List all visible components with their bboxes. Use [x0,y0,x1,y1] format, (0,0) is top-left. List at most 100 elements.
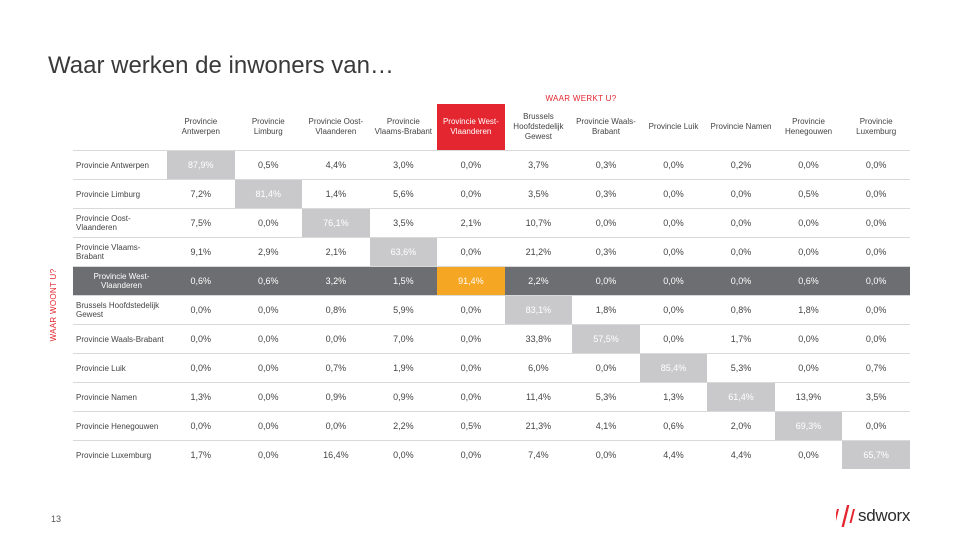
table-cell: 0,5% [234,150,303,180]
table-cell: 0,0% [437,440,505,469]
column-header: Provincie Namen [710,122,772,131]
table-cell: 0,0% [842,411,910,441]
table-cell: 1,3% [167,382,235,412]
column-header: Provincie Oost-Vlaanderen [308,117,364,136]
table-row: Provincie Oost-Vlaanderen 7,5% 0,0% 76,1% 3,… [73,208,910,238]
table-cell: 0,0% [842,237,910,267]
column-header: Provincie Vlaams-Brabant [374,117,433,136]
table-cell: 4,4% [302,150,370,180]
table-cell: 4,4% [639,440,708,469]
table-cell: 2,0% [707,411,775,441]
table-cell: 7,4% [504,440,573,469]
table-cell: 0,0% [639,179,708,209]
table-row: Provincie Antwerpen 87,9% 0,5% 4,4% 3,0% 0,0%… [73,150,910,180]
table-cell: 0,0% [572,208,640,238]
table-cell: 0,0% [842,208,910,238]
column-header: Provincie Waals-Brabant [576,117,636,136]
table-cell: 0,0% [572,440,640,469]
row-label: Provincie Luxemburg [73,440,167,469]
commute-matrix-table: Provincie Antwerpen Provincie Limburg Prov… [73,104,910,469]
table-cell: 0,0% [639,295,708,325]
table-cell: 3,0% [369,150,438,180]
table-cell: 4,4% [707,440,775,469]
table-cell: 7,2% [167,179,235,209]
table-cell: 0,0% [234,411,303,441]
table-cell: 0,0% [774,353,843,383]
table-cell: 0,6% [234,266,303,296]
table-cell: 5,3% [707,353,775,383]
table-cell: 6,0% [504,353,573,383]
table-row: Provincie Luxemburg 1,7% 0,0% 16,4% 0,0% 0,0%… [73,440,910,469]
table-row: Provincie Waals-Brabant 0,0% 0,0% 0,0% 7,0% 0… [73,324,910,354]
table-cell: 0,0% [369,440,438,469]
corner-cell [73,104,167,151]
table-row: Provincie Namen 1,3% 0,0% 0,9% 0,9% 0,0% 11,4%… [73,382,910,412]
table-cell: 0,2% [707,150,775,180]
table-cell: 3,5% [842,382,910,412]
table-cell: 0,6% [167,266,235,296]
table-cell: 0,0% [437,295,505,325]
table-cell: 10,7% [504,208,573,238]
table-cell: 5,6% [369,179,438,209]
table-cell: 61,4% [707,382,775,412]
table-cell: 13,9% [774,382,843,412]
table-cell: 0,0% [167,324,235,354]
table-cell: 3,2% [302,266,370,296]
column-header: Brussels Hoofdstedelijk Gewest [513,112,564,141]
table-cell: 0,0% [437,353,505,383]
table-cell: 0,8% [302,295,370,325]
table-cell: 69,3% [774,411,843,441]
table-cell: 0,0% [167,295,235,325]
table-cell: 1,4% [302,179,370,209]
table-cell: 2,2% [504,266,573,296]
table-cell: 0,0% [707,266,775,296]
table-cell: 1,7% [167,440,235,469]
table-cell: 63,6% [369,237,438,267]
row-label: Provincie Namen [73,382,167,412]
table-cell: 0,7% [842,353,910,383]
table-row: Provincie Luik 0,0% 0,0% 0,7% 1,9% 0,0% 6,0% 0,… [73,353,910,383]
table-cell: 0,0% [639,237,708,267]
sdworx-logo: sdworx [836,505,910,527]
column-header: Provincie West-Vlaanderen [437,104,505,151]
table-cell: 0,8% [707,295,775,325]
table-cell: 0,6% [639,411,708,441]
table-row: Provincie Limburg 7,2% 81,4% 1,4% 5,6% 0,0% 3,… [73,179,910,209]
table-cell: 33,8% [504,324,573,354]
column-group-label: WAAR WERKT U? [545,94,617,103]
table-cell: 0,0% [234,382,303,412]
table-cell: 81,4% [234,179,303,209]
table-cell: 0,0% [437,237,505,267]
table-cell: 0,0% [774,237,843,267]
table-cell: 0,0% [437,382,505,412]
table-cell: 0,0% [774,440,843,469]
table-cell: 0,0% [234,353,303,383]
table-cell: 0,0% [842,266,910,296]
table-cell: 0,0% [572,266,640,296]
table-cell: 0,7% [302,353,370,383]
table-row: Provincie West-Vlaanderen 0,6% 0,6% 3,2% 1,5… [73,266,910,296]
table-cell: 21,2% [504,237,573,267]
table-cell: 2,1% [302,237,370,267]
table-cell: 0,0% [234,324,303,354]
table-cell: 91,4% [437,266,505,296]
table-cell: 0,0% [842,150,910,180]
row-label: Provincie Antwerpen [73,150,167,180]
row-label: Provincie Limburg [73,179,167,209]
table-cell: 0,0% [302,324,370,354]
table-cell: 65,7% [842,440,910,469]
table-cell: 3,7% [504,150,573,180]
column-header: Provincie Henegouwen [784,117,833,136]
table-cell: 0,0% [437,179,505,209]
table-cell: 5,9% [369,295,438,325]
table-cell: 0,9% [369,382,438,412]
table-cell: 0,0% [302,411,370,441]
table-cell: 5,3% [572,382,640,412]
row-label: Brussels Hoofdstedelijk Gewest [73,295,167,325]
table-cell: 0,0% [639,208,708,238]
table-cell: 0,0% [774,324,843,354]
table-cell: 3,5% [369,208,438,238]
table-cell: 0,6% [774,266,843,296]
table-cell: 1,5% [369,266,438,296]
table-cell: 0,0% [234,295,303,325]
